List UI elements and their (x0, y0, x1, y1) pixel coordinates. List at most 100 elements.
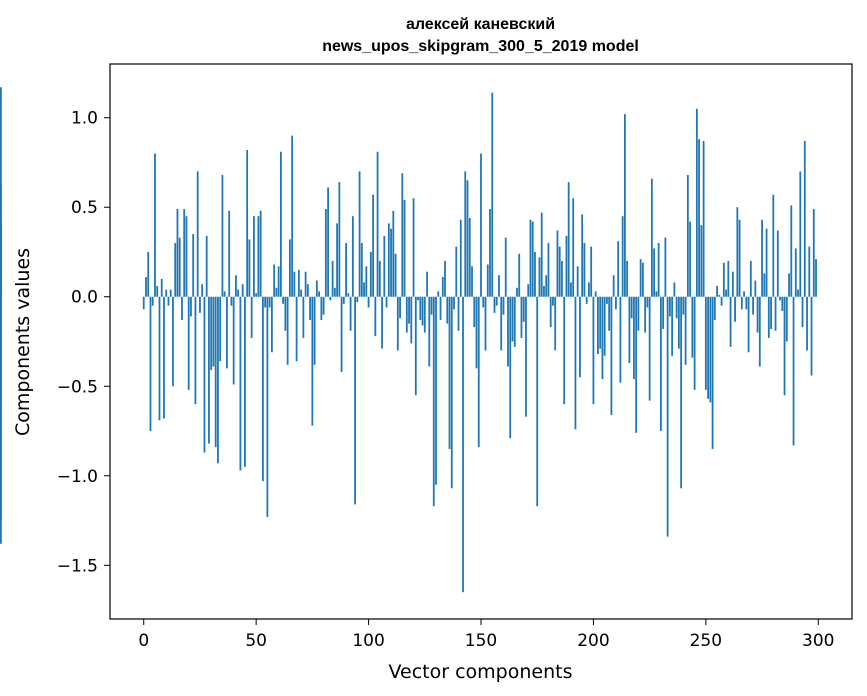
bar (617, 241, 620, 297)
bar (208, 296, 210, 444)
bar (266, 296, 269, 517)
bar (538, 257, 541, 297)
bar (217, 296, 219, 464)
y-tick-label: −1.5 (57, 556, 98, 576)
bar (441, 277, 444, 297)
bar (722, 262, 725, 297)
bar (320, 296, 323, 321)
bar (291, 135, 294, 297)
bar (237, 289, 240, 297)
bar (408, 296, 410, 324)
bar (446, 296, 449, 324)
bar (657, 243, 660, 297)
bar (556, 230, 559, 297)
bar (428, 296, 431, 367)
bar (410, 296, 413, 344)
bar (250, 296, 253, 338)
bar (662, 296, 665, 329)
bar (608, 296, 611, 331)
bar (172, 296, 174, 387)
bar (324, 209, 327, 297)
x-tick-label: 200 (577, 631, 609, 651)
bar (747, 296, 750, 353)
x-axis-ticks: 0 50 100 150 200 250 300 (138, 619, 834, 651)
chart-title-line-1: алексей каневский (406, 16, 555, 33)
bar (228, 210, 231, 297)
bar (621, 216, 624, 297)
bar (522, 296, 525, 322)
bar (376, 151, 379, 297)
bar (711, 296, 714, 449)
bar (464, 171, 467, 297)
bar (401, 173, 404, 297)
bar (0, 235, 2, 297)
bar (545, 275, 548, 297)
bar (253, 216, 255, 297)
bar (597, 296, 599, 355)
bar (468, 217, 471, 297)
bar (275, 287, 278, 297)
bar (718, 294, 721, 297)
bar-series (0, 87, 817, 593)
bar (655, 291, 658, 297)
bar (331, 260, 334, 297)
bar (547, 243, 550, 297)
bar (268, 296, 271, 308)
bar (437, 291, 440, 297)
bar (142, 296, 145, 310)
bar (653, 248, 656, 297)
bar (423, 296, 426, 333)
bar (635, 296, 638, 433)
bar (810, 296, 813, 376)
bar (536, 296, 539, 507)
bar (797, 289, 799, 297)
bar (396, 296, 399, 351)
bar (504, 237, 507, 297)
bar (482, 296, 485, 308)
bar (610, 296, 613, 415)
bar (304, 271, 307, 297)
bar (165, 289, 168, 297)
bar (241, 284, 244, 297)
y-tick-label: −1.0 (57, 467, 98, 487)
bar (255, 293, 258, 297)
bar (187, 296, 190, 390)
bar (664, 237, 667, 297)
x-tick-label: 150 (465, 631, 497, 651)
bar (668, 296, 671, 317)
bar (347, 293, 350, 297)
bar (426, 271, 428, 297)
bar (561, 260, 563, 297)
bar (498, 275, 500, 297)
chart-title-line-2: news_upos_skipgram_300_5_2019 model (322, 38, 639, 55)
bar (311, 296, 314, 426)
bar (466, 180, 469, 297)
bar (313, 296, 316, 365)
bar (646, 296, 649, 308)
bar (248, 239, 251, 297)
bar (210, 296, 213, 371)
bar (772, 194, 775, 297)
bar (659, 296, 662, 432)
bar (414, 296, 417, 396)
bar (345, 243, 347, 297)
bar (405, 296, 408, 333)
bar (199, 296, 201, 313)
bar (513, 296, 516, 347)
bar (385, 296, 388, 308)
bar (792, 296, 795, 446)
bar (682, 296, 685, 315)
bar (581, 214, 584, 297)
bar (149, 296, 152, 432)
bar (684, 296, 687, 365)
bar (435, 296, 437, 485)
bar (0, 296, 2, 521)
bar (552, 296, 554, 306)
bar (315, 280, 318, 297)
bar (145, 277, 147, 297)
bar (615, 296, 617, 310)
bar (736, 207, 739, 297)
bar (633, 296, 635, 380)
bar (284, 296, 287, 331)
bar (770, 296, 772, 329)
